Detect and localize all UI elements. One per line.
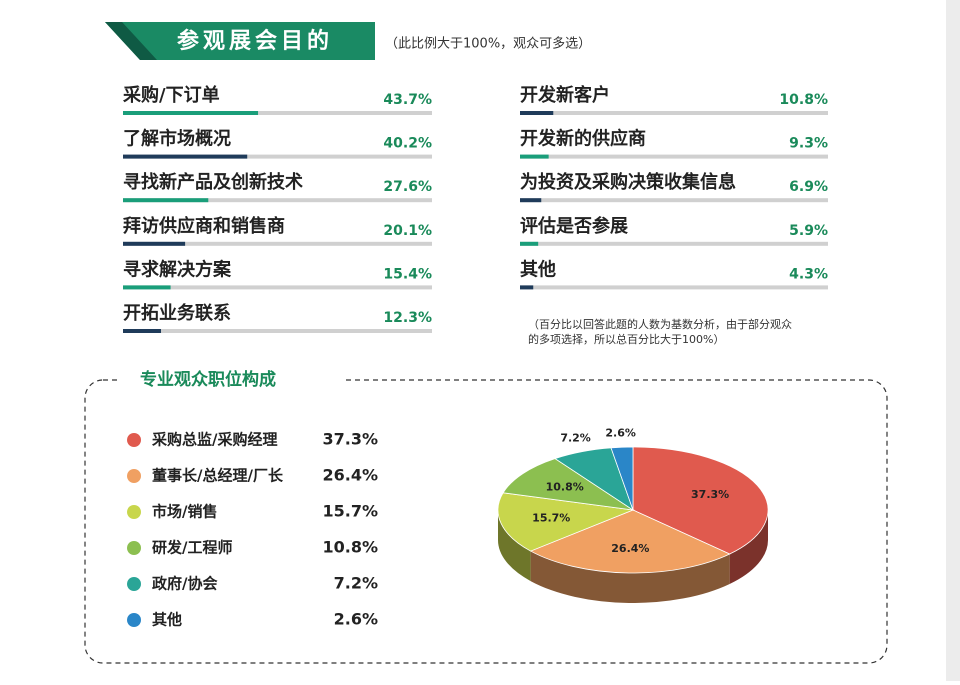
bar-label: 拜访供应商和销售商: [123, 215, 285, 237]
bar-value: 40.2%: [383, 136, 432, 152]
note: （百分比以回答此题的人数为基数分析，由于部分观众: [528, 317, 792, 331]
legend-label: 采购总监/采购经理: [151, 431, 277, 449]
bar-label: 评估是否参展: [520, 215, 629, 237]
section-title-bg: [120, 366, 345, 394]
banner-accent: [105, 22, 157, 60]
pie-slice: [610, 446, 634, 511]
pie-side: [530, 551, 730, 604]
bar: [123, 329, 162, 333]
bar-value: 9.3%: [789, 136, 828, 152]
bar-track: [123, 154, 432, 159]
bar-track: [123, 198, 432, 203]
legend-dot: [127, 613, 141, 627]
bar-track: [520, 241, 828, 246]
slice-label: 7.2%: [560, 432, 591, 445]
bar: [123, 154, 248, 159]
title-banner: [105, 22, 375, 60]
bar-label: 开发新的供应商: [520, 128, 646, 150]
legend-dot: [127, 433, 141, 447]
legend-value: 26.4%: [322, 466, 378, 485]
bar-label: 了解市场概况: [123, 128, 231, 150]
legend-label: 其他: [152, 611, 182, 629]
bar-label: 寻找新产品及创新技术: [123, 171, 303, 193]
bar-value: 27.6%: [383, 179, 432, 195]
bar-value: 5.9%: [789, 223, 828, 239]
bar-label: 开拓业务联系: [123, 302, 231, 324]
bar-track: [520, 154, 828, 159]
legend-value: 15.7%: [322, 502, 378, 521]
legend-label: 研发/工程师: [152, 539, 232, 557]
legend-value: 7.2%: [334, 574, 378, 593]
bar-track: [123, 329, 432, 333]
bar-value: 43.7%: [383, 92, 432, 108]
bar-value: 10.8%: [779, 92, 828, 108]
legend-dot: [127, 505, 141, 519]
pie-slice: [632, 446, 769, 555]
page-subtitle: （此比例大于100%，观众可多选）: [385, 36, 591, 52]
pie-slice: [502, 458, 634, 511]
bar: [520, 111, 554, 115]
bar-value: 4.3%: [789, 266, 828, 282]
bar: [520, 285, 534, 290]
bar: [520, 154, 549, 159]
slice-label: 15.7%: [532, 511, 570, 524]
page-title: 参观展会目的: [177, 28, 333, 54]
legend-label: 市场/销售: [152, 503, 217, 521]
legend-value: 10.8%: [322, 538, 378, 557]
bar-label: 寻求解决方案: [123, 258, 232, 280]
bar: [123, 285, 171, 290]
bar-label: 其他: [520, 258, 556, 280]
pie-side: [729, 510, 768, 584]
edge-strip: [946, 0, 960, 681]
bar-track: [123, 241, 432, 246]
bar-track: [123, 111, 432, 115]
bar-track: [520, 198, 828, 203]
legend-dot: [127, 541, 141, 555]
slice-label: 37.3%: [691, 488, 729, 501]
bar-value: 20.1%: [383, 223, 432, 239]
bar: [520, 198, 542, 203]
pie-slice: [529, 509, 731, 574]
bar: [123, 111, 259, 115]
section-title: 专业观众职位构成: [140, 369, 276, 390]
bar: [123, 241, 186, 246]
bar-value: 6.9%: [789, 179, 828, 195]
pie-side: [498, 510, 531, 582]
legend-value: 2.6%: [334, 610, 378, 629]
bar-label: 采购/下订单: [122, 84, 220, 106]
legend-dot: [127, 577, 141, 591]
bar-track: [520, 111, 828, 115]
slice-label: 10.8%: [546, 480, 584, 493]
legend-label: 董事长/总经理/厂长: [152, 467, 284, 485]
bar-track: [520, 285, 828, 290]
bar-value: 12.3%: [383, 310, 432, 326]
slice-label: 26.4%: [611, 542, 649, 555]
bar-track: [123, 285, 432, 290]
pie-slice: [497, 492, 635, 552]
bar-label: 开发新客户: [520, 84, 610, 106]
legend-dot: [127, 469, 141, 483]
bar: [123, 198, 209, 203]
legend-label: 政府/协会: [152, 575, 217, 593]
slice-label: 2.6%: [605, 427, 636, 440]
bar-label: 为投资及采购决策收集信息: [520, 171, 736, 193]
section-frame: [84, 379, 888, 664]
legend-value: 37.3%: [322, 430, 378, 449]
bar: [520, 241, 539, 246]
bar-value: 15.4%: [383, 266, 432, 282]
note: 的多项选择，所以总百分比大于100%）: [528, 332, 724, 346]
